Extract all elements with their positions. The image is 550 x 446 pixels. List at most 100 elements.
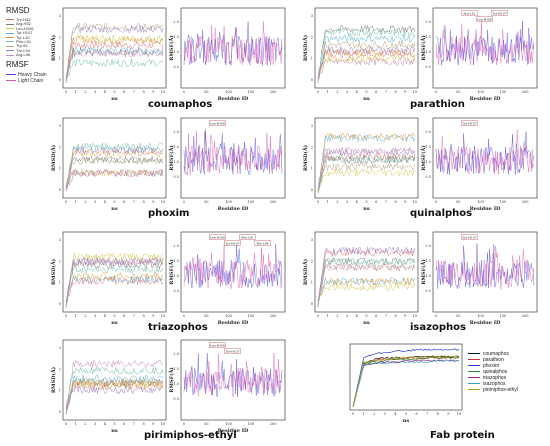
panel-name-triazophos: triazophos [148,322,208,333]
y-tick-label: 0.5 [173,175,179,179]
x-tick-label: 0 [65,200,67,204]
annotation-label: Leu-H106 [477,18,492,22]
legend-swatch [6,50,14,52]
rmsd-series-line [65,41,164,80]
x-tick-label: 0 [435,90,437,94]
legend-label: triazophos [483,375,507,381]
x-tick-label: 8 [394,314,396,318]
rmsd-series-line [65,155,164,191]
legend-swatch [6,32,14,34]
x-tick-label: 100 [225,90,232,94]
y-tick-label: 1.5 [173,259,179,263]
rmsd-series-line [65,141,164,190]
y-tick-label: 2 [59,259,61,263]
y-axis-label: RMSF(Å) [419,145,427,170]
rmsd-series-line [65,46,164,83]
x-tick-label: 150 [247,314,254,318]
y-tick-label: 2.0 [173,352,179,356]
x-tick-label: 200 [270,422,277,426]
x-axis-label: Residue ID [470,206,501,212]
annotation-label: Thr-L94 [256,242,268,246]
annotation-box [254,240,271,246]
x-tick-label: 5 [113,314,115,318]
y-tick-label: 2.0 [173,20,179,24]
fab-series-line [352,359,460,408]
annotation-label: Leu-H106 [210,344,225,348]
rmsd-series-line [317,49,416,84]
rmsd-legend-item: Thr-L94 [6,48,34,53]
x-tick-label: 1 [327,200,329,204]
legend-label: isazophos [483,381,506,387]
annotation-box [224,240,241,246]
plot-frame [314,231,419,313]
x-axis-label: Residue ID [218,428,249,434]
y-axis-label: RMSD(Å) [301,145,309,171]
x-tick-label: 0 [65,422,67,426]
legend-label: Tyr-H107 [16,30,33,36]
y-tick-label: 1.5 [173,35,179,39]
panel-name-isazophos: isazophos [410,322,466,333]
legend-swatch [6,37,14,39]
y-axis-label: RMSD(Å) [49,259,57,285]
x-tick-label: 4 [104,314,107,318]
rmsd-legend-item: Phe-L91 [6,39,34,44]
rmsf-plot: 0 50 100 150 200 0.5 1.0 1.5 2.0 Residue ID RMSF(Å… [167,7,286,102]
fab-legend-item: phoxim [468,363,518,369]
legend-label: Arg-H52 [16,21,31,27]
y-tick-label: 0.5 [173,65,179,69]
rmsf-series-line [183,353,283,397]
x-tick-label: 9 [404,200,406,204]
x-tick-label: 10 [413,200,417,204]
panel-name-pirimiphos-ethyl: pirimiphos-ethyl [144,430,237,441]
x-tick-label: 4 [104,90,107,94]
y-axis-label: RMSF(Å) [167,145,175,170]
y-tick-label: 3 [311,238,313,242]
rmsd-series-line [317,282,416,303]
x-tick-label: 6 [123,314,125,318]
legend-swatch [6,45,14,47]
fab-series-line [352,359,460,408]
x-tick-label: 5 [113,90,115,94]
legend-swatch [468,377,480,379]
legend-label: Arg-L96 [16,52,31,58]
y-tick-label: 1 [59,167,61,171]
legend-swatch [6,74,16,76]
x-tick-label: 6 [375,200,377,204]
x-tick-label: 10 [413,314,417,318]
x-tick-label: 7 [133,422,135,426]
y-tick-label: 1.0 [173,274,179,278]
y-tick-label: 1.0 [425,50,431,54]
y-tick-label: 0 [311,78,313,82]
annotation-label: Tyr-H107 [462,236,477,240]
x-tick-label: 8 [394,200,396,204]
x-tick-label: 1 [75,314,77,318]
x-tick-label: 0 [317,90,319,94]
y-tick-label: 2 [59,367,61,371]
rmsf-series-line [183,353,283,398]
rmsd-series-line [65,385,164,412]
x-tick-label: 150 [247,422,254,426]
plot-frame [62,231,167,313]
rmsd-series-line [65,265,164,303]
annotation-box [461,10,478,16]
x-tick-label: 3 [346,200,348,204]
rmsd-series-line [65,381,164,409]
legend-swatch [468,365,480,367]
y-tick-label: 1.5 [173,367,179,371]
fab-legend-item: coumaphos [468,351,518,357]
rmsd-series-line [317,45,416,82]
rmsd-series-line [65,155,164,189]
rmsf-series-line [183,129,283,176]
x-tick-label: 6 [415,412,417,416]
rmsd-series-line [317,131,416,194]
x-tick-label: 0 [317,314,319,318]
y-tick-label: 0.5 [173,397,179,401]
x-tick-label: 2 [373,412,375,416]
x-tick-label: 8 [142,200,144,204]
x-tick-label: 200 [522,314,529,318]
rmsd-series-line [317,48,416,78]
x-tick-label: 150 [247,200,254,204]
x-tick-label: 0 [183,314,185,318]
y-tick-label: 3 [59,124,61,128]
